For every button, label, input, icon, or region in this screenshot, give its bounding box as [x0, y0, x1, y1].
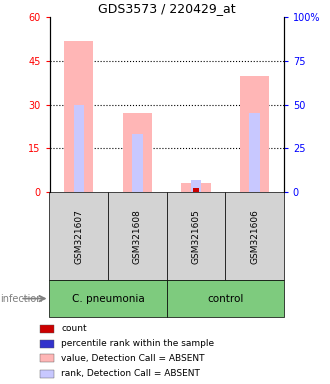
- Bar: [193, 188, 199, 192]
- Bar: [108, 192, 167, 280]
- Text: GSM321607: GSM321607: [74, 209, 83, 263]
- Text: control: control: [207, 293, 244, 304]
- Title: GDS3573 / 220429_at: GDS3573 / 220429_at: [98, 2, 236, 15]
- Text: GSM321608: GSM321608: [133, 209, 142, 263]
- Text: GSM321605: GSM321605: [191, 209, 200, 263]
- Text: rank, Detection Call = ABSENT: rank, Detection Call = ABSENT: [61, 369, 200, 378]
- Text: GSM321606: GSM321606: [250, 209, 259, 263]
- Text: count: count: [61, 324, 87, 333]
- Bar: [225, 192, 284, 280]
- Bar: [191, 180, 201, 192]
- Text: infection: infection: [0, 293, 43, 304]
- Text: percentile rank within the sample: percentile rank within the sample: [61, 339, 214, 348]
- Bar: [167, 280, 284, 317]
- Bar: [40, 340, 54, 348]
- Bar: [240, 76, 269, 192]
- Text: value, Detection Call = ABSENT: value, Detection Call = ABSENT: [61, 354, 205, 363]
- Bar: [181, 183, 211, 192]
- Bar: [167, 192, 225, 280]
- Bar: [50, 192, 108, 280]
- Bar: [74, 104, 84, 192]
- Bar: [40, 370, 54, 378]
- Text: C. pneumonia: C. pneumonia: [72, 293, 145, 304]
- Bar: [40, 354, 54, 362]
- Bar: [249, 113, 260, 192]
- Bar: [123, 113, 152, 192]
- Bar: [64, 41, 93, 192]
- Bar: [40, 325, 54, 333]
- Bar: [132, 134, 143, 192]
- Bar: [50, 280, 167, 317]
